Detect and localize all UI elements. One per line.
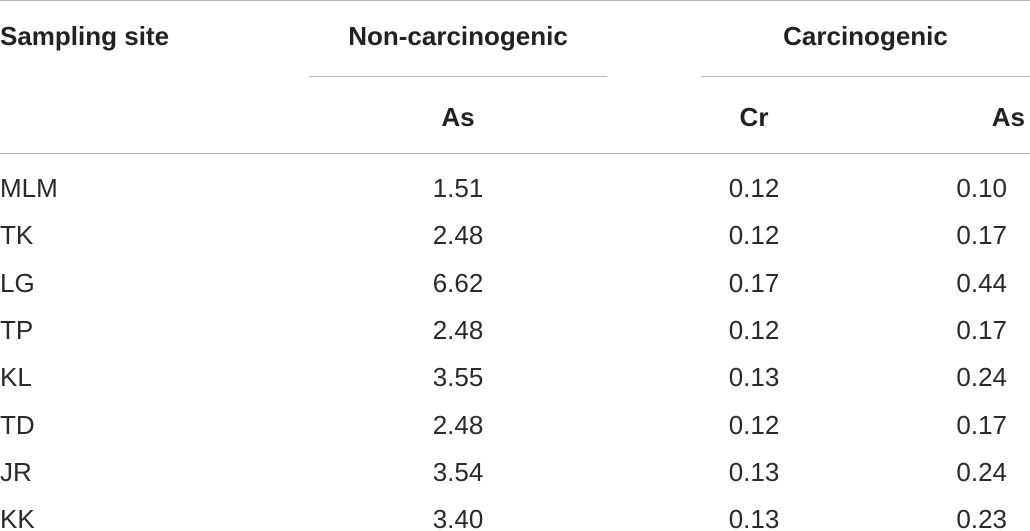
cell-carcinogenic-cr: 0.13 bbox=[728, 362, 780, 392]
cell-carcinogenic-as: 0.10 bbox=[956, 173, 1007, 203]
cell-carcinogenic-cr: 0.12 bbox=[728, 220, 780, 250]
cell-non-carcinogenic-as: 3.40 bbox=[432, 504, 484, 531]
header-carcinogenic: Carcinogenic bbox=[783, 21, 948, 51]
cell-carcinogenic-as: 0.17 bbox=[956, 410, 1007, 440]
cell-site: JR bbox=[0, 457, 32, 487]
cell-carcinogenic-cr: 0.13 bbox=[728, 457, 780, 487]
cell-carcinogenic-as: 0.23 bbox=[956, 504, 1007, 531]
cell-non-carcinogenic-as: 6.62 bbox=[432, 268, 484, 298]
header-carcinogenic-as: As bbox=[991, 102, 1025, 132]
table-row: TP 2.48 0.12 0.17 bbox=[0, 307, 1030, 354]
table-row: MLM 1.51 0.12 0.10 bbox=[0, 165, 1030, 212]
table-row: TD 2.48 0.12 0.17 bbox=[0, 402, 1030, 449]
cell-site: KL bbox=[0, 362, 32, 392]
cell-carcinogenic-cr: 0.12 bbox=[728, 315, 780, 345]
cell-non-carcinogenic-as: 2.48 bbox=[432, 315, 484, 345]
cell-site: MLM bbox=[0, 173, 58, 203]
carcinogenic-group-rule bbox=[701, 76, 1030, 77]
cell-carcinogenic-as: 0.44 bbox=[956, 268, 1007, 298]
cell-carcinogenic-as: 0.24 bbox=[956, 362, 1007, 392]
cell-carcinogenic-as: 0.17 bbox=[956, 220, 1007, 250]
cell-carcinogenic-cr: 0.12 bbox=[728, 410, 780, 440]
cell-carcinogenic-cr: 0.12 bbox=[728, 173, 780, 203]
cell-site: TP bbox=[0, 315, 34, 345]
cell-carcinogenic-cr: 0.13 bbox=[728, 504, 780, 531]
table-row: LG 6.62 0.17 0.44 bbox=[0, 260, 1030, 307]
header-non-carcinogenic-as: As bbox=[441, 102, 475, 132]
table-top-rule bbox=[0, 0, 1030, 1]
cell-carcinogenic-as: 0.17 bbox=[956, 315, 1007, 345]
cell-non-carcinogenic-as: 3.54 bbox=[432, 457, 484, 487]
non-carcinogenic-group-rule bbox=[309, 76, 607, 77]
cell-site: LG bbox=[0, 268, 35, 298]
table-row: TK 2.48 0.12 0.17 bbox=[0, 212, 1030, 259]
cell-carcinogenic-cr: 0.17 bbox=[728, 268, 780, 298]
header-non-carcinogenic: Non-carcinogenic bbox=[348, 21, 568, 51]
table-row: JR 3.54 0.13 0.24 bbox=[0, 449, 1030, 496]
cell-non-carcinogenic-as: 3.55 bbox=[432, 362, 484, 392]
cell-site: KK bbox=[0, 504, 35, 531]
cell-site: TD bbox=[0, 410, 35, 440]
cell-site: TK bbox=[0, 220, 34, 250]
header-carcinogenic-cr: Cr bbox=[739, 102, 769, 132]
cell-non-carcinogenic-as: 2.48 bbox=[432, 220, 484, 250]
cell-non-carcinogenic-as: 1.51 bbox=[432, 173, 484, 203]
cell-non-carcinogenic-as: 2.48 bbox=[432, 410, 484, 440]
table-row: KK 3.40 0.13 0.23 bbox=[0, 496, 1030, 531]
header-sampling-site: Sampling site bbox=[0, 21, 170, 51]
cell-carcinogenic-as: 0.24 bbox=[956, 457, 1007, 487]
header-bottom-rule bbox=[0, 153, 1030, 154]
table-row: KL 3.55 0.13 0.24 bbox=[0, 354, 1030, 401]
